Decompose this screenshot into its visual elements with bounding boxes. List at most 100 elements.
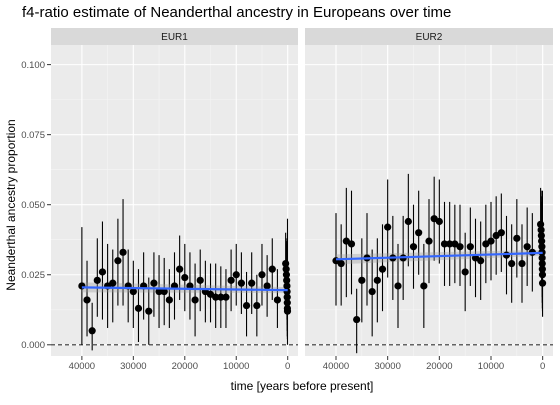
data-point — [440, 240, 449, 248]
data-point — [237, 279, 245, 287]
x-tick-label: 40000 — [69, 361, 95, 372]
data-point — [353, 315, 361, 324]
data-point — [273, 296, 282, 304]
y-tick-label: 0.000 — [21, 340, 45, 351]
x-tick-label: 0 — [540, 361, 545, 372]
y-tick-label: 0.050 — [21, 200, 45, 211]
data-point — [409, 243, 418, 251]
data-point — [176, 265, 184, 273]
data-point — [378, 265, 387, 273]
data-point — [368, 287, 376, 296]
data-point — [98, 268, 107, 276]
facet-panel-eur2: EUR2 40000 30000 20000 10000 0 — [305, 28, 553, 372]
data-point — [538, 259, 546, 268]
plot-area: 0.000 0.025 0.050 0.075 0.100 EUR1 40000 30000 2… — [21, 28, 553, 372]
trend-line — [81, 286, 288, 292]
x-axis-title: time [years before present] — [231, 379, 374, 393]
y-axis-title: Neanderthal ancestry proportion — [4, 119, 18, 290]
data-point — [487, 237, 495, 245]
data-point — [283, 307, 292, 315]
data-point — [282, 271, 291, 279]
data-point — [263, 282, 271, 290]
data-point — [461, 268, 469, 276]
facet-panel-eur1: EUR1 40000 30000 20000 10000 0 — [51, 28, 298, 372]
data-point — [114, 257, 122, 265]
data-point — [373, 276, 381, 284]
facet-strip — [51, 28, 298, 45]
data-point — [165, 296, 173, 304]
data-point — [435, 217, 443, 226]
facet-strip-label: EUR1 — [161, 32, 188, 43]
data-point — [508, 259, 516, 268]
x-tick-label: 30000 — [120, 361, 146, 372]
facet-strip-label: EUR2 — [416, 32, 443, 43]
data-point — [258, 271, 266, 279]
data-point — [523, 243, 531, 251]
data-point — [477, 257, 485, 265]
data-point — [248, 279, 256, 287]
data-point — [446, 240, 454, 248]
data-point — [222, 293, 230, 301]
data-point — [253, 301, 261, 310]
data-point — [217, 293, 225, 301]
data-point — [538, 243, 546, 251]
data-point — [155, 287, 163, 296]
x-tick-label: 40000 — [323, 361, 349, 372]
data-point — [337, 259, 345, 268]
data-point — [394, 282, 402, 290]
data-point — [415, 229, 423, 237]
data-point — [538, 279, 547, 287]
data-point — [513, 234, 521, 242]
data-point — [83, 296, 91, 304]
data-point — [150, 279, 158, 287]
data-point — [384, 223, 392, 231]
data-point — [129, 287, 137, 296]
data-point — [538, 271, 547, 279]
data-point — [347, 240, 356, 248]
data-point — [283, 299, 291, 307]
data-point — [538, 237, 546, 245]
data-point — [404, 217, 412, 226]
data-point — [227, 276, 235, 284]
x-tick-label: 10000 — [478, 361, 504, 372]
data-point — [268, 265, 276, 273]
y-tick-label: 0.100 — [21, 60, 45, 71]
data-point — [456, 243, 464, 251]
x-tick-label: 0 — [285, 361, 290, 372]
data-point — [191, 296, 199, 304]
data-point — [134, 304, 143, 312]
x-tick-label: 30000 — [374, 361, 400, 372]
data-point — [119, 248, 127, 256]
y-tick-label: 0.075 — [21, 130, 45, 141]
data-point — [358, 276, 366, 284]
data-point — [518, 259, 526, 268]
data-point — [242, 301, 251, 310]
trend-line — [335, 251, 543, 261]
data-point — [283, 293, 291, 301]
data-point — [537, 220, 545, 228]
data-point — [88, 327, 96, 335]
data-point — [283, 276, 291, 284]
data-point — [425, 237, 433, 245]
x-tick-label: 20000 — [172, 361, 198, 372]
data-point — [538, 265, 546, 273]
data-point — [283, 282, 291, 290]
data-point — [466, 243, 474, 251]
data-point — [282, 259, 290, 268]
data-point — [181, 273, 189, 282]
data-point — [145, 307, 153, 315]
data-point — [196, 276, 204, 284]
facet-strip — [305, 28, 553, 45]
data-point — [537, 226, 545, 234]
x-tick-label: 10000 — [223, 361, 249, 372]
data-point — [538, 254, 546, 262]
data-point — [420, 282, 428, 290]
y-tick-label: 0.025 — [21, 270, 45, 281]
data-point — [109, 279, 117, 287]
data-point — [232, 271, 240, 279]
data-point — [93, 276, 101, 284]
data-point — [537, 231, 545, 240]
data-point — [212, 293, 220, 301]
data-point — [497, 229, 505, 237]
